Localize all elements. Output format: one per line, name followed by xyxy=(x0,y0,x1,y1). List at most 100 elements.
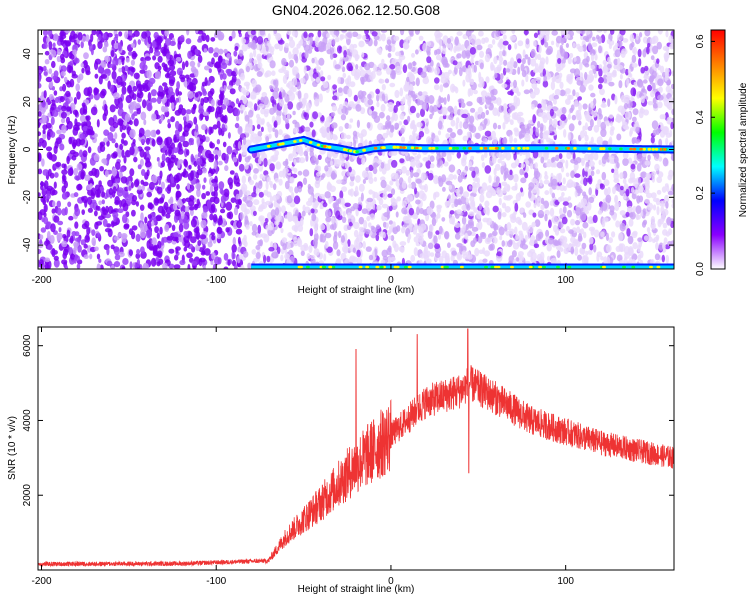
speckle xyxy=(436,158,443,167)
speckle xyxy=(552,161,558,168)
speckle xyxy=(540,251,545,261)
speckle xyxy=(652,197,660,203)
speckle xyxy=(44,59,50,65)
speckle xyxy=(368,164,374,171)
speckle xyxy=(42,169,50,176)
speckle xyxy=(53,70,59,78)
speckle xyxy=(650,136,655,144)
speckle xyxy=(282,74,288,84)
speckle xyxy=(549,186,553,195)
speckle xyxy=(269,85,273,90)
speckle xyxy=(318,57,325,66)
speckle xyxy=(566,152,572,160)
speckle xyxy=(373,35,380,41)
speckle xyxy=(161,237,165,246)
speckle xyxy=(156,232,160,239)
speckle xyxy=(66,116,70,125)
speckle xyxy=(174,254,179,261)
speckle xyxy=(44,263,50,269)
speckle xyxy=(53,215,60,223)
speckle xyxy=(553,94,559,100)
speckle xyxy=(216,139,221,145)
speckle xyxy=(618,232,624,242)
speckle xyxy=(462,153,467,162)
speckle xyxy=(355,104,362,112)
speckle xyxy=(608,43,613,50)
speckle xyxy=(265,45,269,52)
speckle xyxy=(521,57,526,65)
speckle xyxy=(278,43,283,52)
speckle xyxy=(554,240,561,246)
speckle xyxy=(219,188,224,195)
speckle xyxy=(361,208,368,215)
speckle xyxy=(569,52,574,59)
speckle xyxy=(93,153,100,162)
speckle xyxy=(83,87,91,97)
speckle xyxy=(38,168,43,175)
speckle xyxy=(568,229,574,234)
speckle xyxy=(314,201,319,208)
speckle xyxy=(426,207,433,215)
speckle xyxy=(587,153,594,162)
speckle xyxy=(468,35,473,43)
speckle xyxy=(520,163,526,169)
speckle xyxy=(419,207,424,215)
speckle xyxy=(303,65,307,75)
speckle xyxy=(576,113,580,119)
speckle xyxy=(233,50,238,57)
speckle xyxy=(513,127,519,133)
speckle xyxy=(582,191,587,197)
speckle xyxy=(389,82,396,88)
speckle xyxy=(644,198,650,204)
speckle xyxy=(328,211,332,217)
speckle xyxy=(280,254,284,262)
speckle xyxy=(311,213,317,222)
speckle xyxy=(286,195,293,204)
speckle xyxy=(364,30,369,35)
speckle xyxy=(157,198,164,204)
speckle xyxy=(665,137,669,146)
speckle xyxy=(410,181,417,190)
speckle xyxy=(404,216,411,224)
speckle xyxy=(96,119,100,128)
speckle xyxy=(367,93,372,100)
speckle xyxy=(183,230,189,237)
speckle xyxy=(434,243,441,250)
speckle xyxy=(496,97,502,106)
speckle xyxy=(53,90,58,96)
speckle xyxy=(537,79,541,85)
speckle xyxy=(43,180,49,190)
speckle xyxy=(505,152,512,161)
speckle xyxy=(42,129,46,134)
speckle xyxy=(204,77,208,87)
speckle xyxy=(417,233,424,239)
speckle xyxy=(60,111,67,119)
speckle xyxy=(96,253,101,260)
speckle xyxy=(113,246,120,256)
speckle xyxy=(401,166,407,174)
speckle xyxy=(656,58,660,64)
speckle xyxy=(146,220,152,229)
speckle xyxy=(622,151,629,159)
speckle xyxy=(119,166,125,173)
speckle xyxy=(318,93,323,103)
speckle xyxy=(584,71,588,81)
speckle xyxy=(235,98,240,105)
speckle xyxy=(241,43,248,52)
speckle xyxy=(160,181,165,190)
speckle xyxy=(45,76,53,83)
speckle xyxy=(667,174,673,181)
speckle xyxy=(549,207,555,217)
speckle xyxy=(258,103,265,109)
speckle xyxy=(496,187,502,195)
speckle xyxy=(518,130,523,140)
speckle xyxy=(439,84,444,93)
speckle xyxy=(338,125,344,132)
speckle xyxy=(556,173,561,183)
speckle xyxy=(613,155,619,164)
speckle xyxy=(562,206,567,214)
speckle xyxy=(608,155,615,161)
speckle xyxy=(196,198,200,207)
speckle xyxy=(603,179,610,187)
speckle xyxy=(255,43,262,51)
